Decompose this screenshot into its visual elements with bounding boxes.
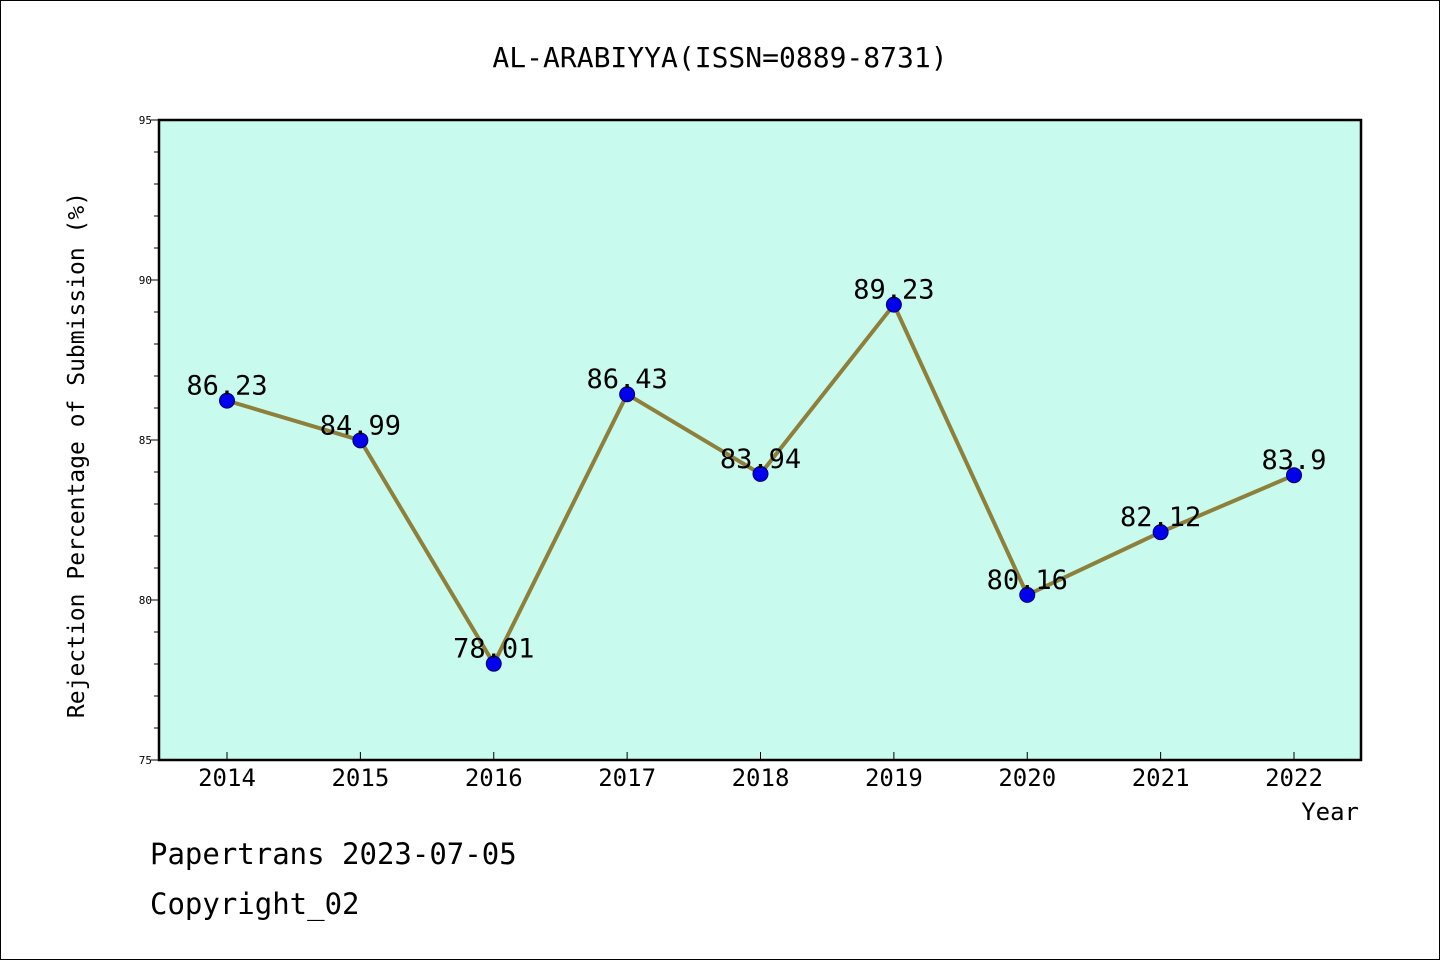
- data-point-2014: [219, 392, 235, 409]
- x-tick-label: 2020: [998, 764, 1056, 792]
- y-tick-label: 80: [139, 594, 152, 607]
- data-point-2021: [1152, 524, 1169, 541]
- x-tick-label: 2022: [1265, 764, 1323, 792]
- x-tick-label: 2015: [331, 764, 389, 792]
- data-label-2017: 86.43: [586, 364, 667, 395]
- data-point-2017: [619, 386, 636, 403]
- data-label-2014: 86.23: [186, 371, 267, 402]
- x-tick-label: 2017: [598, 764, 656, 792]
- data-markers: [219, 296, 1302, 672]
- data-labels: 86.23 84.99 78.01 86.43 83.94 89.23 80.16 82.12…: [186, 275, 1326, 665]
- data-point-2018: [752, 465, 769, 482]
- data-label-2020: 80.16: [987, 565, 1068, 596]
- data-label-2016: 78.01: [453, 634, 534, 665]
- data-label-2015: 84.99: [320, 410, 401, 441]
- data-label-2018: 83.94: [720, 444, 801, 475]
- x-tick-label: 2019: [865, 764, 923, 792]
- x-tick-label: 2021: [1132, 764, 1190, 792]
- y-axis-label: Rejection Percentage of Submission (%): [64, 192, 90, 718]
- data-label-2019: 89.23: [853, 275, 934, 306]
- x-tick-label: 2014: [198, 764, 256, 792]
- data-point-2020: [1019, 586, 1036, 603]
- y-tick-label: 90: [139, 274, 152, 287]
- chart-title: AL-ARABIYYA(ISSN=0889-8731): [492, 41, 947, 74]
- x-tick-label: 2018: [732, 764, 790, 792]
- footer-date: Papertrans 2023-07-05: [150, 837, 517, 871]
- data-point-2015: [352, 432, 369, 449]
- data-label-2021: 82.12: [1120, 502, 1201, 533]
- y-axis-ticks: 75 80 85 90 95: [139, 114, 159, 767]
- y-tick-label: 95: [139, 114, 152, 127]
- y-tick-label: 85: [139, 434, 152, 447]
- data-point-2016: [485, 655, 502, 672]
- x-axis-ticks: 2014 2015 2016 2017 2018 2019 2020 2021 2022: [198, 752, 1323, 792]
- x-tick-label: 2016: [465, 764, 523, 792]
- data-point-2019: [885, 296, 902, 313]
- data-point-2022: [1286, 467, 1302, 484]
- data-label-2022: 83.9: [1261, 445, 1326, 476]
- x-axis-label: Year: [1301, 798, 1359, 826]
- y-tick-label: 75: [139, 754, 152, 767]
- plot-frame: [157, 118, 1363, 762]
- footer-copyright: Copyright_02: [150, 887, 360, 922]
